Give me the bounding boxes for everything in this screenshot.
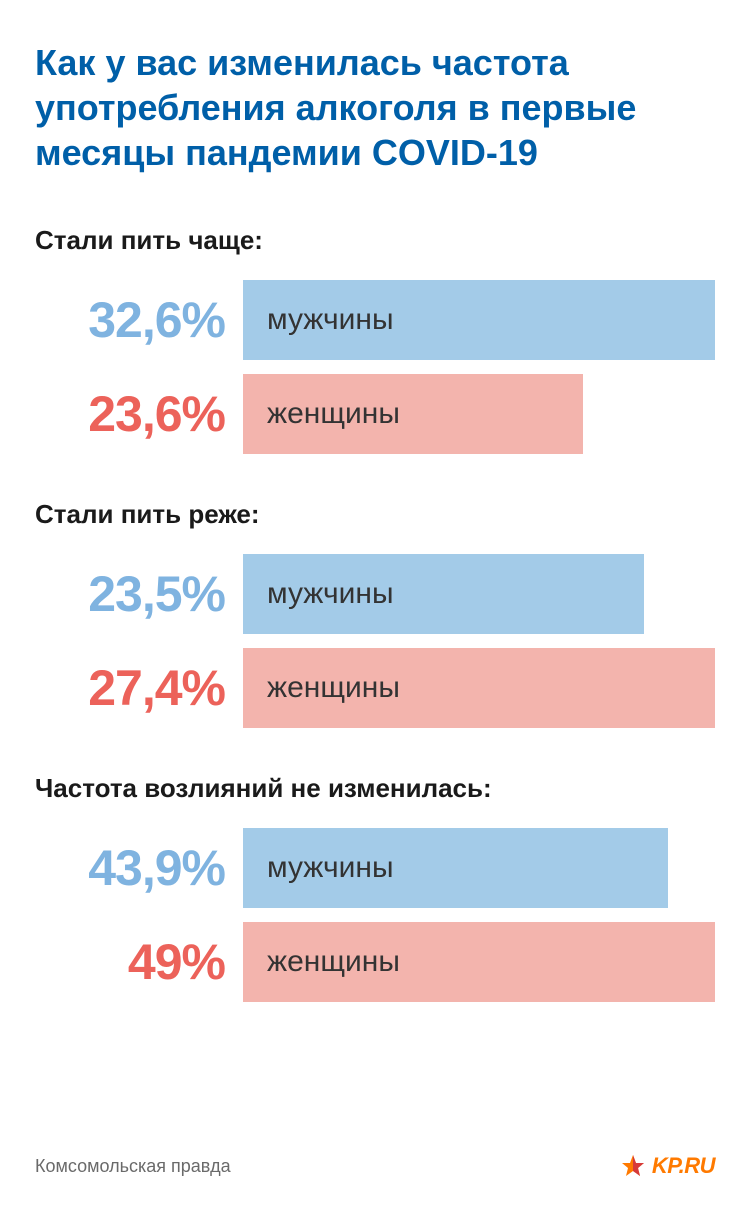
row-men: 32,6% мужчины: [35, 280, 715, 360]
section-less-often: Стали пить реже: 23,5% мужчины 27,4% жен…: [35, 499, 715, 728]
pct-men: 43,9%: [35, 839, 243, 897]
logo-text: KP.RU: [652, 1153, 715, 1179]
infographic-title: Как у вас изменилась частота употреблени…: [35, 40, 715, 175]
bar-track-men: мужчины: [243, 554, 715, 634]
section-no-change: Частота возлияний не изменилась: 43,9% м…: [35, 773, 715, 1002]
row-women: 27,4% женщины: [35, 648, 715, 728]
section-title: Стали пить реже:: [35, 499, 715, 530]
bar-track-women: женщины: [243, 648, 715, 728]
bar-women: женщины: [243, 374, 583, 454]
bar-track-women: женщины: [243, 374, 715, 454]
pct-men: 23,5%: [35, 565, 243, 623]
section-more-often: Стали пить чаще: 32,6% мужчины 23,6% жен…: [35, 225, 715, 454]
row-women: 49% женщины: [35, 922, 715, 1002]
bar-track-men: мужчины: [243, 280, 715, 360]
section-title: Частота возлияний не изменилась:: [35, 773, 715, 804]
row-men: 23,5% мужчины: [35, 554, 715, 634]
pct-women: 49%: [35, 933, 243, 991]
bar-women: женщины: [243, 922, 715, 1002]
row-men: 43,9% мужчины: [35, 828, 715, 908]
bar-women: женщины: [243, 648, 715, 728]
bar-label-men: мужчины: [267, 851, 394, 885]
bar-men: мужчины: [243, 828, 668, 908]
logo: KP.RU: [620, 1153, 715, 1179]
footer: Комсомольская правда KP.RU: [35, 1153, 715, 1179]
bar-label-women: женщины: [267, 945, 400, 979]
bar-label-men: мужчины: [267, 577, 394, 611]
source-text: Комсомольская правда: [35, 1156, 231, 1177]
kp-logo-icon: [620, 1153, 646, 1179]
pct-women: 23,6%: [35, 385, 243, 443]
bar-men: мужчины: [243, 554, 644, 634]
section-title: Стали пить чаще:: [35, 225, 715, 256]
bar-men: мужчины: [243, 280, 715, 360]
row-women: 23,6% женщины: [35, 374, 715, 454]
bar-label-men: мужчины: [267, 303, 394, 337]
bar-label-women: женщины: [267, 671, 400, 705]
pct-men: 32,6%: [35, 291, 243, 349]
bar-track-men: мужчины: [243, 828, 715, 908]
bar-label-women: женщины: [267, 397, 400, 431]
bar-track-women: женщины: [243, 922, 715, 1002]
pct-women: 27,4%: [35, 659, 243, 717]
